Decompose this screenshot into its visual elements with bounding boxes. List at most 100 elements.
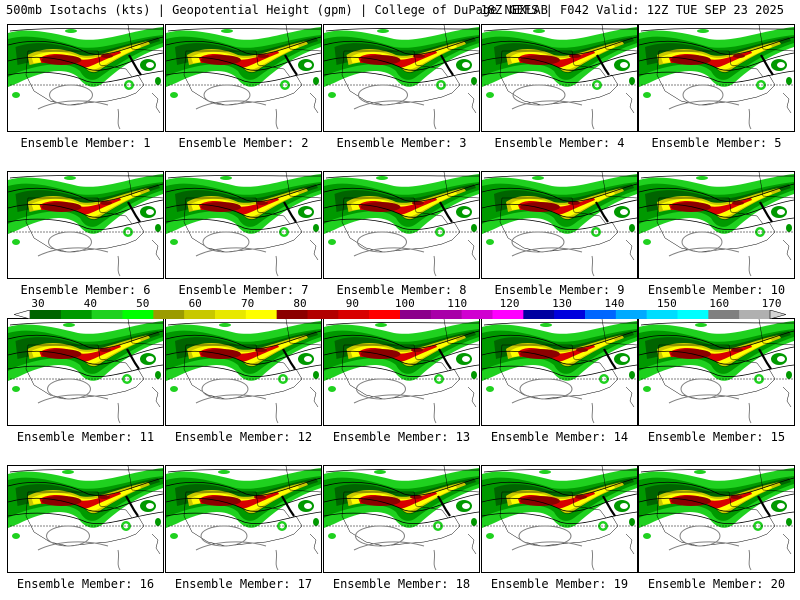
colorbar-segment — [708, 310, 740, 319]
ensemble-member-label: Ensemble Member: 4 — [494, 136, 625, 150]
ensemble-member-panel: Ensemble Member: 16 — [7, 465, 165, 595]
ensemble-member-panel: Ensemble Member: 4 — [481, 24, 639, 154]
colorbar-tick-label: 90 — [345, 297, 360, 310]
colorbar-tick-label: 80 — [293, 297, 307, 310]
ensemble-member-label: Ensemble Member: 11 — [16, 430, 155, 444]
ensemble-member-label: Ensemble Member: 10 — [647, 283, 786, 297]
colorbar-segment — [554, 310, 586, 319]
member-map — [481, 318, 638, 426]
colorbar-segment — [338, 310, 370, 319]
jet-stream-map — [324, 25, 479, 130]
panel-row: Ensemble Member: 6 Ense — [0, 171, 800, 301]
colorbar-tick-label: 140 — [604, 297, 625, 310]
ensemble-member-label: Ensemble Member: 18 — [332, 577, 471, 591]
chart-title: 500mb Isotachs (kts) | Geopotential Heig… — [6, 3, 548, 17]
member-map — [323, 465, 480, 573]
jet-stream-map — [482, 25, 637, 130]
colorbar-segment — [430, 310, 462, 319]
jet-stream-map — [482, 466, 637, 571]
colorbar-segment — [122, 310, 154, 319]
colorbar-segment — [615, 310, 647, 319]
jet-stream-map — [639, 466, 794, 571]
ensemble-member-panel: Ensemble Member: 17 — [165, 465, 323, 595]
colorbar-segment — [276, 310, 308, 319]
ensemble-member-label: Ensemble Member: 5 — [651, 136, 782, 150]
colorbar-tick-label: 40 — [83, 297, 98, 310]
colorbar-tick-label: 30 — [31, 297, 45, 310]
ensemble-member-panel: Ensemble Member: 11 — [7, 318, 165, 448]
ensemble-member-label: Ensemble Member: 12 — [174, 430, 313, 444]
member-map — [481, 24, 638, 132]
colorbar-segment — [461, 310, 493, 319]
member-map — [638, 24, 795, 132]
colorbar-bar — [14, 310, 786, 319]
ensemble-member-label: Ensemble Member: 2 — [178, 136, 309, 150]
panel-row: Ensemble Member: 16 Ens — [0, 465, 800, 595]
colorbar-tick-label: 60 — [188, 297, 202, 310]
ensemble-member-label: Ensemble Member: 6 — [20, 283, 151, 297]
colorbar-tick-label: 120 — [499, 297, 520, 310]
ensemble-member-panel: Ensemble Member: 2 — [165, 24, 323, 154]
member-map — [638, 171, 795, 279]
jet-stream-map — [639, 172, 794, 277]
member-map — [165, 24, 322, 132]
member-map — [323, 318, 480, 426]
jet-stream-map — [639, 319, 794, 424]
ensemble-member-panel: Ensemble Member: 8 — [323, 171, 481, 301]
ensemble-member-label: Ensemble Member: 8 — [336, 283, 467, 297]
ensemble-member-label: Ensemble Member: 16 — [16, 577, 155, 591]
colorbar-tick-label: 150 — [656, 297, 677, 310]
member-map — [165, 171, 322, 279]
ensemble-member-label: Ensemble Member: 3 — [336, 136, 467, 150]
ensemble-member-panel: Ensemble Member: 7 — [165, 171, 323, 301]
ensemble-member-panel: Ensemble Member: 20 — [638, 465, 796, 595]
isotach-colorbar: 30 40 50 60 70 80 90 100 110 120 130 140 150 160 170 — [14, 298, 786, 320]
ensemble-member-panel: Ensemble Member: 9 — [481, 171, 639, 301]
colorbar-tick-label: 70 — [240, 297, 255, 310]
member-map — [165, 318, 322, 426]
jet-stream-map — [482, 172, 637, 277]
ensemble-member-label: Ensemble Member: 20 — [647, 577, 786, 591]
colorbar-tick-labels: 30 40 50 60 70 80 90 100 110 120 130 140 150 160 170 — [14, 298, 786, 309]
jet-stream-map — [324, 172, 479, 277]
ensemble-member-panel: Ensemble Member: 18 — [323, 465, 481, 595]
colorbar-segment — [153, 310, 185, 319]
colorbar-segment — [369, 310, 401, 319]
colorbar-tick-label: 170 — [761, 297, 782, 310]
member-map — [7, 24, 164, 132]
jet-stream-map — [482, 319, 637, 424]
member-map — [638, 465, 795, 573]
jet-stream-map — [324, 466, 479, 571]
jet-stream-map — [166, 25, 321, 130]
ensemble-member-panel: Ensemble Member: 19 — [481, 465, 639, 595]
member-map — [323, 24, 480, 132]
run-valid-time: 18Z GEFS | F042 Valid: 12Z TUE SEP 23 20… — [480, 3, 784, 17]
colorbar-segment — [739, 310, 771, 319]
jet-stream-map — [8, 25, 163, 130]
colorbar-tick-label: 100 — [394, 297, 415, 310]
ensemble-member-panel: Ensemble Member: 1 — [7, 24, 165, 154]
member-map — [7, 318, 164, 426]
colorbar-segment — [245, 310, 277, 319]
colorbar-high-end — [769, 310, 786, 319]
jet-stream-map — [166, 319, 321, 424]
member-map — [7, 465, 164, 573]
ensemble-member-label: Ensemble Member: 15 — [647, 430, 786, 444]
ensemble-member-label: Ensemble Member: 14 — [490, 430, 629, 444]
member-map — [481, 171, 638, 279]
colorbar-segment — [30, 310, 62, 319]
colorbar-segment — [585, 310, 617, 319]
jet-stream-map — [8, 466, 163, 571]
ensemble-member-label: Ensemble Member: 9 — [494, 283, 625, 297]
jet-stream-map — [8, 319, 163, 424]
member-map — [323, 171, 480, 279]
member-map — [165, 465, 322, 573]
ensemble-member-panel: Ensemble Member: 5 — [638, 24, 796, 154]
ensemble-member-panel: Ensemble Member: 3 — [323, 24, 481, 154]
ensemble-member-label: Ensemble Member: 7 — [178, 283, 309, 297]
colorbar-segment — [400, 310, 432, 319]
member-map — [7, 171, 164, 279]
ensemble-member-panel: Ensemble Member: 12 — [165, 318, 323, 448]
panel-row: Ensemble Member: 11 Ens — [0, 318, 800, 448]
colorbar-segment — [492, 310, 524, 319]
